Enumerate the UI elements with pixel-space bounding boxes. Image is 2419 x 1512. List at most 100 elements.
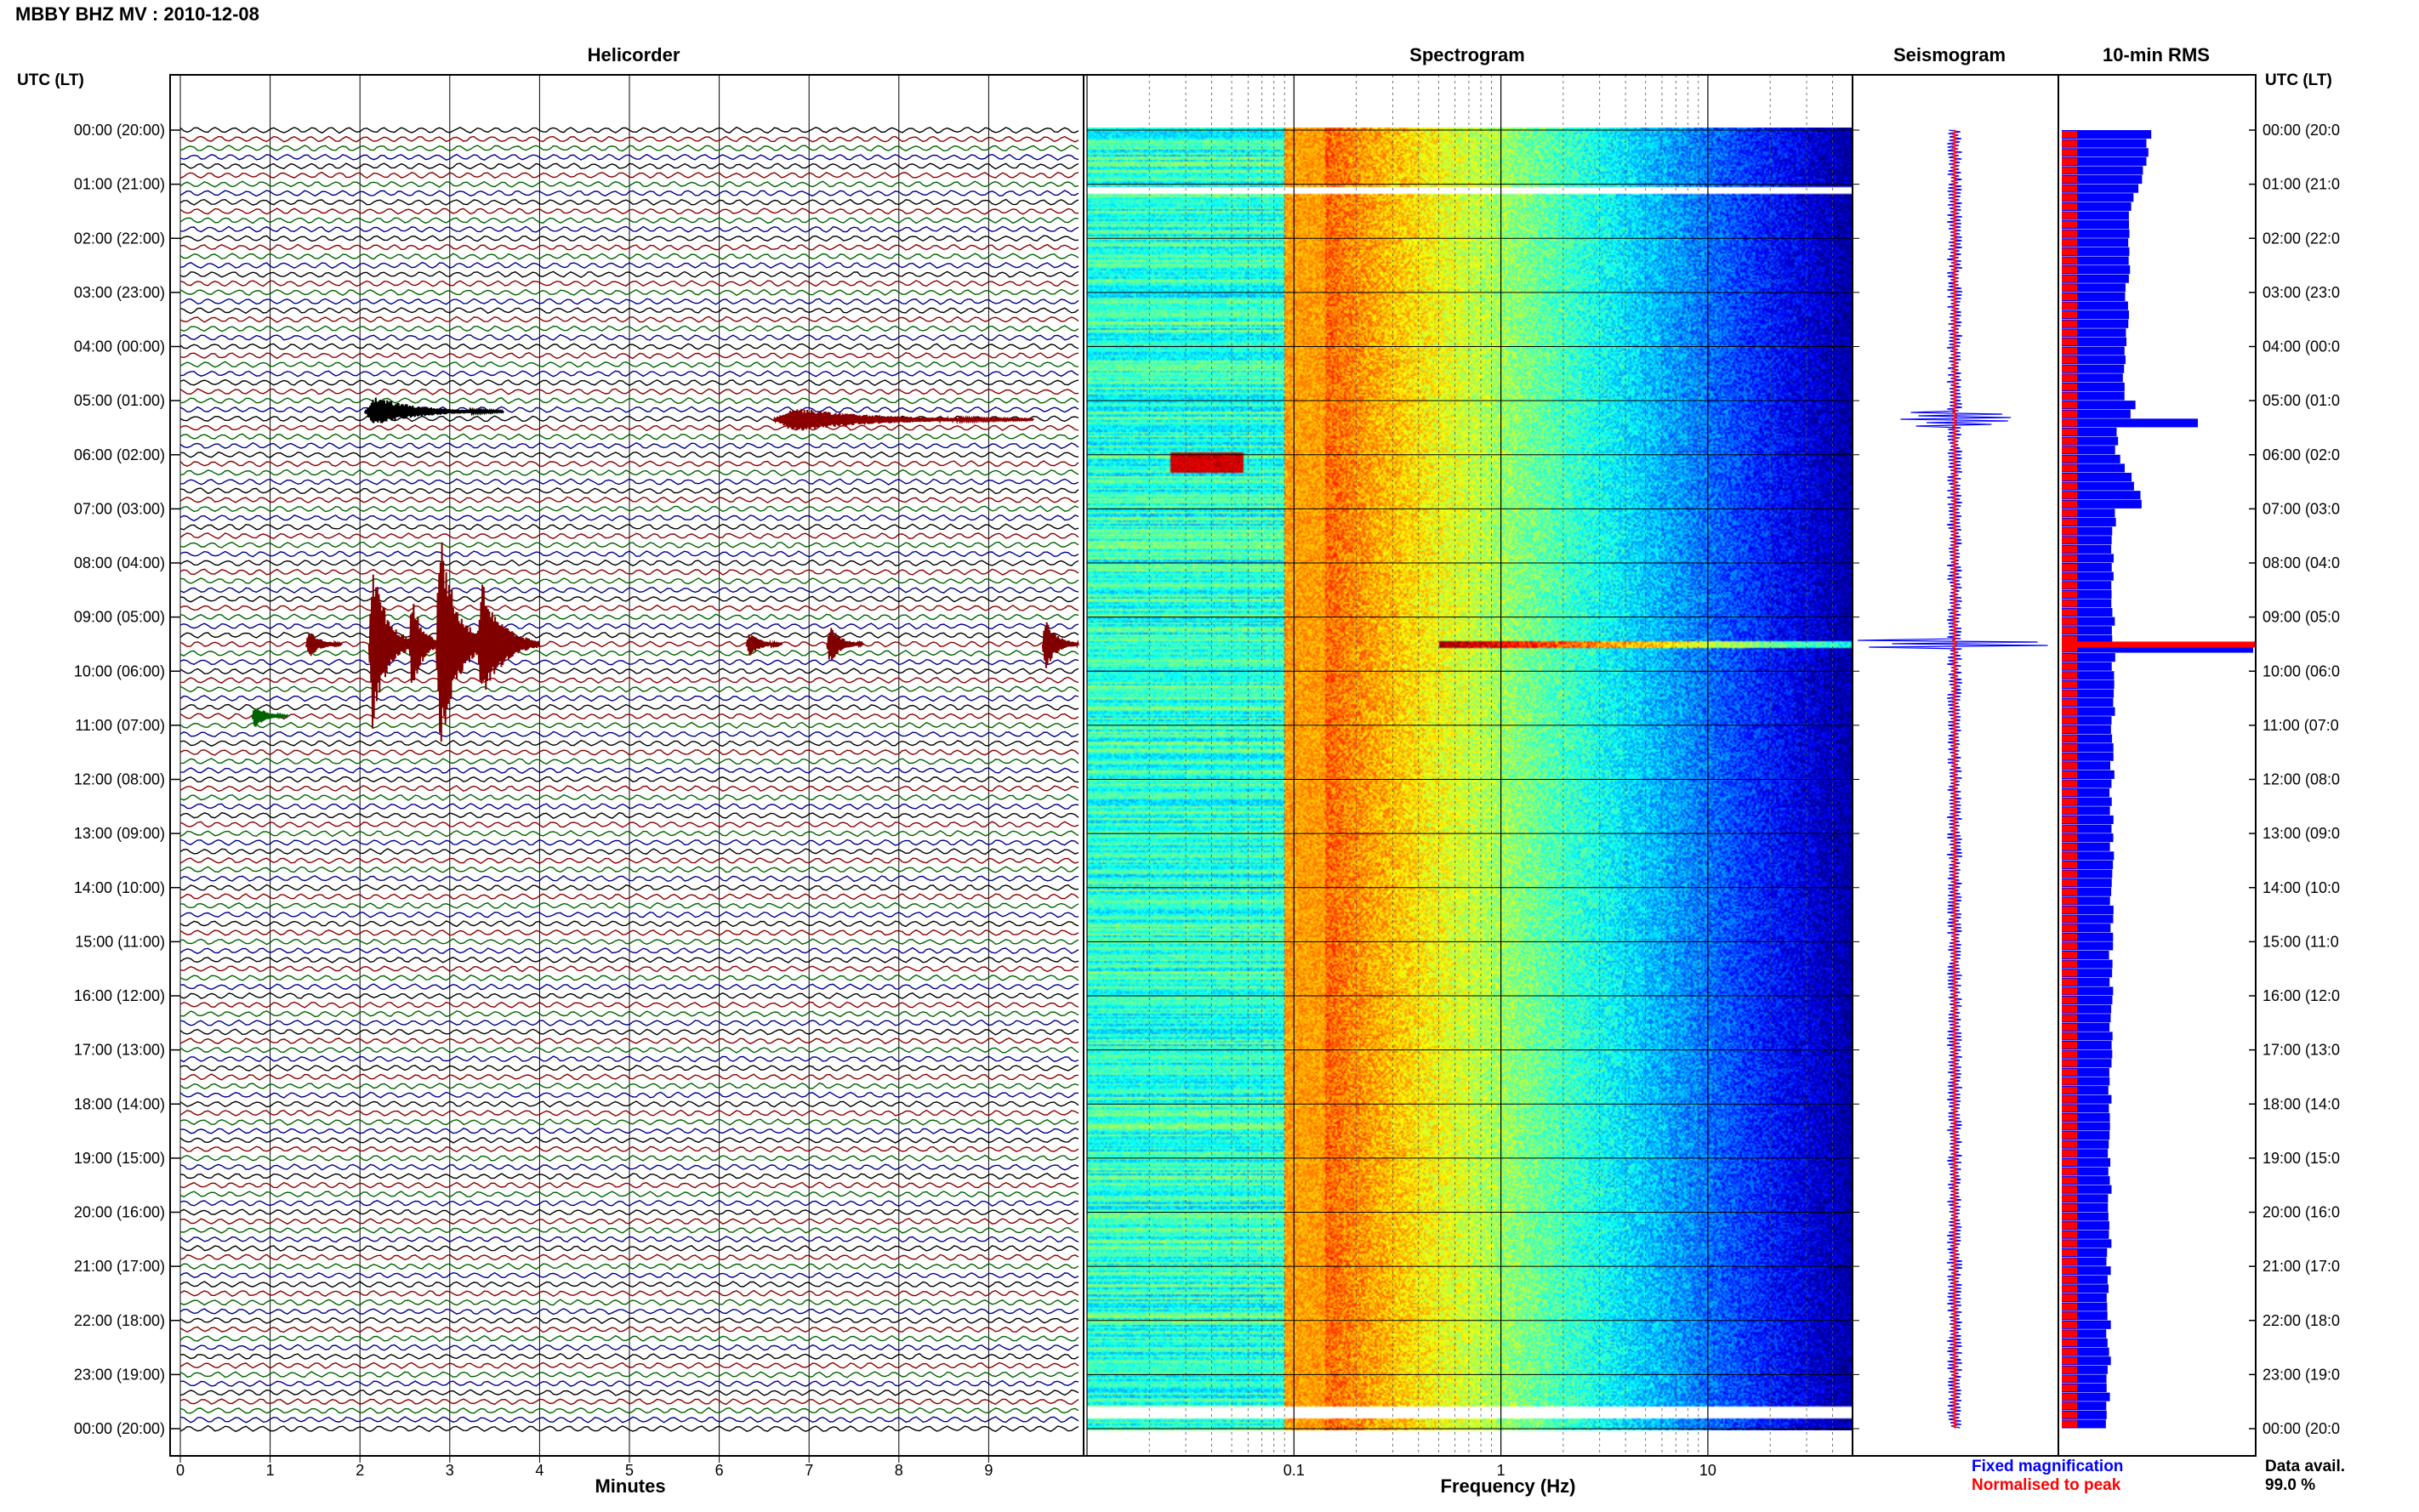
helicorder-trace-line: [179, 676, 1079, 685]
rms-bar-normalised: [2062, 185, 2077, 192]
rms-bar-normalised: [2062, 401, 2077, 409]
hour-tick-label-left: 18:00 (14:00): [74, 1095, 165, 1112]
rms-bar-normalised: [2062, 951, 2077, 959]
rms-bar-normalised: [2062, 1402, 2077, 1410]
rms-bar-normalised: [2062, 725, 2077, 733]
helicorder-trace-line: [179, 668, 1079, 675]
hour-tick-label-right: 11:00 (07:0: [2262, 717, 2339, 734]
helicorder-trace-line: [179, 938, 1079, 946]
rms-bar-fixed: [2062, 1067, 2109, 1077]
hour-tick-label-left: 23:00 (19:00): [74, 1366, 165, 1383]
rms-bar-fixed: [2062, 824, 2112, 833]
rms-bar-normalised: [2062, 897, 2077, 905]
helicorder-trace-line: [179, 207, 1079, 215]
helicorder-trace-line: [179, 333, 1079, 342]
hour-tick-label-left: 20:00 (16:00): [74, 1204, 165, 1221]
hour-tick-label-left: 15:00 (11:00): [75, 933, 165, 950]
rms-bar-fixed: [2062, 373, 2123, 383]
hour-tick-label-left: 22:00 (18:00): [74, 1312, 165, 1329]
hour-tick-label-left: 00:00 (20:00): [74, 1420, 165, 1437]
rms-bar-fixed: [2062, 1185, 2112, 1194]
helicorder-trace-line: [179, 586, 1079, 594]
rms-bar-fixed: [2062, 337, 2127, 346]
helicorder-trace-line: [179, 423, 1079, 432]
rms-bar-fixed: [2062, 1329, 2107, 1339]
rms-bar-fixed: [2062, 184, 2139, 193]
rms-bar-fixed: [2062, 1041, 2112, 1050]
rms-bar-fixed: [2062, 734, 2113, 743]
helicorder-trace-line: [179, 1145, 1079, 1153]
helicorder-trace-line: [179, 1028, 1079, 1036]
rms-bar-normalised: [2062, 473, 2077, 481]
rms-bar-normalised: [2062, 1140, 2077, 1148]
helicorder-trace-line: [179, 1163, 1079, 1171]
hour-tick-label-right: 22:00 (18:0: [2262, 1312, 2340, 1329]
rms-bar-fixed: [2062, 319, 2129, 328]
rms-bar-normalised: [2062, 834, 2077, 842]
helicorder-trace-line: [179, 1172, 1079, 1180]
rms-bar-fixed: [2062, 932, 2114, 941]
rms-bar-fixed: [2062, 1239, 2112, 1248]
hour-tick-label-right: 12:00 (08:0: [2262, 771, 2340, 788]
helicorder-trace-line: [179, 406, 1079, 413]
rms-bar-normalised: [2062, 392, 2077, 400]
helicorder-trace-line: [179, 766, 1079, 775]
station-title: MBBY BHZ MV : 2010-12-08: [15, 3, 259, 25]
rms-bar-normalised: [2062, 1113, 2077, 1121]
helicorder-event-waveform: [363, 397, 505, 423]
rms-bar-fixed: [2062, 436, 2119, 446]
hour-tick-label-right: 00:00 (20:0: [2262, 122, 2340, 139]
helicorder-minute-tick-label: 9: [984, 1462, 993, 1479]
rms-bar-fixed: [2062, 1230, 2109, 1239]
rms-bar-fixed: [2062, 1293, 2107, 1303]
rms-bar-normalised: [2062, 888, 2077, 895]
helicorder-trace-line: [179, 1398, 1079, 1406]
helicorder-trace-line: [179, 685, 1079, 693]
helicorder-trace-line: [179, 325, 1079, 333]
rms-bar-fixed: [2062, 1194, 2109, 1203]
rms-bar-normalised: [2062, 410, 2077, 418]
rms-bar-fixed: [2062, 229, 2130, 238]
helicorder-trace-line: [179, 1208, 1079, 1216]
helicorder-event-waveform: [367, 574, 415, 729]
helicorder-trace-line: [179, 838, 1079, 846]
rms-bar-fixed: [2062, 472, 2132, 482]
spectrogram-frequency-tick-label: 0.1: [1283, 1462, 1305, 1479]
rms-bar-fixed: [2062, 526, 2113, 536]
helicorder-trace-line: [179, 235, 1079, 242]
rms-bar-normalised: [2062, 1276, 2077, 1283]
rms-bar-fixed: [2062, 716, 2112, 725]
seismogram-normalised-trace: [1951, 129, 1958, 1429]
helicorder-trace-line: [179, 1109, 1079, 1117]
helicorder-trace-line: [179, 1379, 1079, 1387]
rms-bar-normalised: [2062, 1411, 2077, 1418]
rms-bar-fixed: [2062, 1347, 2109, 1356]
helicorder-trace-line: [179, 613, 1079, 621]
helicorder-trace-line: [179, 758, 1079, 765]
helicorder-trace-line: [179, 1262, 1079, 1270]
left-axis-title: UTC (LT): [17, 71, 84, 89]
hour-tick-label-right: 03:00 (23:0: [2262, 284, 2340, 301]
rms-bar-fixed: [2062, 409, 2131, 418]
rms-bar-normalised: [2062, 1077, 2077, 1085]
rms-bar-fixed: [2062, 1410, 2107, 1419]
helicorder-trace-line: [179, 911, 1079, 918]
helicorder-panel-title: Helicorder: [588, 44, 680, 65]
rms-bar-normalised: [2062, 311, 2077, 319]
rms-bar-normalised: [2062, 428, 2077, 436]
rms-bar-normalised: [2062, 1240, 2077, 1248]
helicorder-trace-line: [179, 946, 1079, 955]
hour-tick-label-right: 06:00 (02:0: [2262, 446, 2340, 463]
rms-bar-normalised: [2062, 1087, 2077, 1094]
helicorder-trace-line: [179, 550, 1079, 558]
helicorder-trace-line: [179, 1181, 1079, 1189]
rms-bar-fixed: [2062, 581, 2112, 590]
helicorder-trace-line: [179, 397, 1079, 405]
rms-bar-normalised: [2062, 1168, 2077, 1175]
helicorder-trace-line: [179, 441, 1079, 450]
rms-bar-normalised: [2062, 176, 2077, 184]
rms-bar-normalised: [2062, 1132, 2077, 1140]
rms-bar-normalised: [2062, 202, 2077, 210]
rms-bar-normalised: [2062, 1231, 2077, 1238]
helicorder-trace-line: [179, 171, 1079, 179]
